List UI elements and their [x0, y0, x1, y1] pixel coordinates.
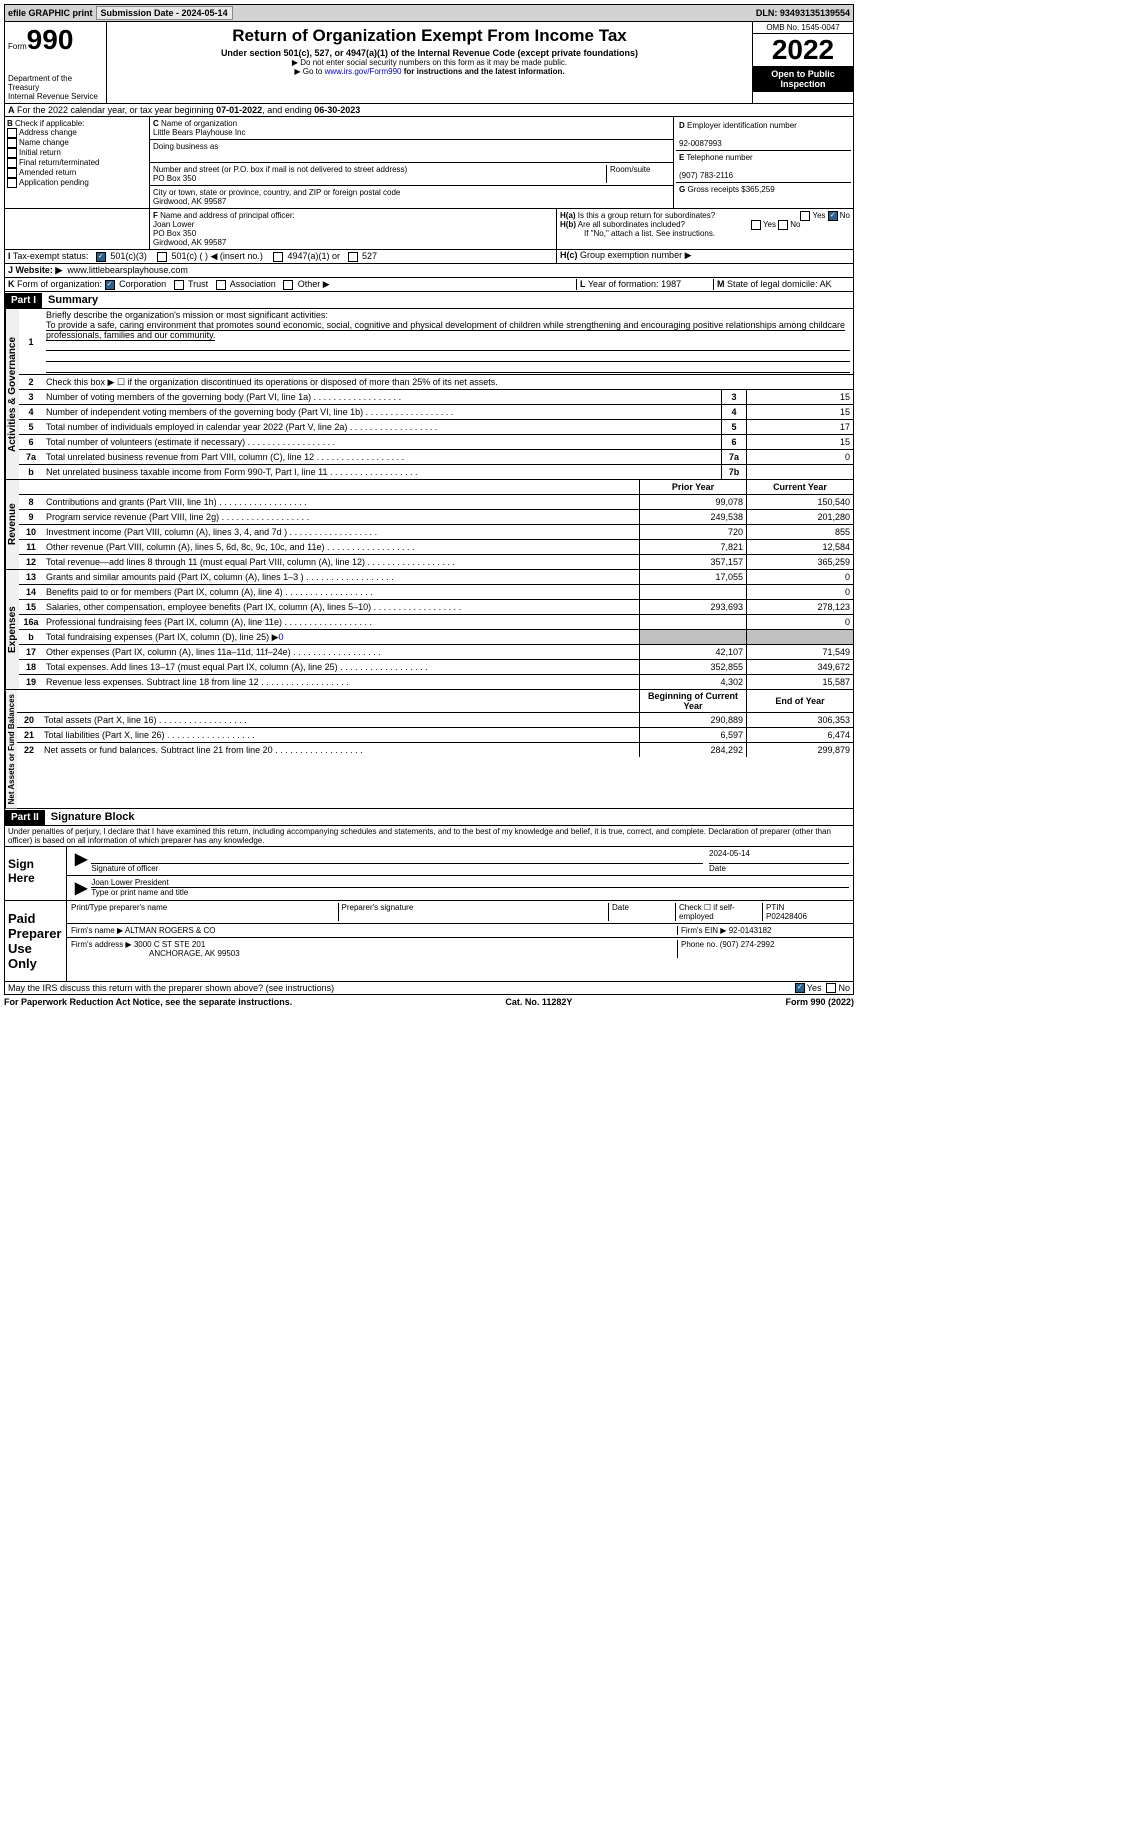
period-row: A For the 2022 calendar year, or tax yea…	[4, 104, 854, 117]
tax-year: 2022	[753, 34, 853, 66]
no-check	[828, 211, 838, 221]
note-ssn: ▶ Do not enter social security numbers o…	[109, 58, 750, 67]
org-city: Girdwood, AK 99587	[153, 197, 226, 206]
vtab-expenses: Expenses	[5, 570, 19, 689]
part1-header: Part ISummary	[4, 292, 854, 309]
activities-table: Activities & Governance 1Briefly describ…	[4, 309, 854, 480]
omb: OMB No. 1545-0047	[753, 22, 853, 34]
note-link: ▶ Go to www.irs.gov/Form990 for instruct…	[109, 67, 750, 76]
efile-label: efile GRAPHIC print	[8, 8, 93, 18]
form-subtitle: Under section 501(c), 527, or 4947(a)(1)…	[109, 48, 750, 58]
footer: For Paperwork Reduction Act Notice, see …	[4, 995, 854, 1009]
org-name: Little Bears Playhouse Inc	[153, 128, 246, 137]
vtab-revenue: Revenue	[5, 480, 19, 569]
dept: Department of the Treasury	[8, 74, 103, 92]
tax-status-row: I Tax-exempt status: 501(c)(3) 501(c) ( …	[4, 250, 854, 264]
may-discuss: May the IRS discuss this return with the…	[4, 982, 854, 995]
top-bar: efile GRAPHIC print Submission Date - 20…	[4, 4, 854, 22]
paid-preparer: Paid Preparer Use Only Print/Type prepar…	[4, 901, 854, 982]
netassets-table: Net Assets or Fund Balances Beginning of…	[4, 690, 854, 809]
part2-header: Part IISignature Block	[4, 809, 854, 826]
website: www.littlebearsplayhouse.com	[67, 265, 188, 275]
ein: 92-0087993	[679, 139, 722, 148]
form-header: Form990 Department of the Treasury Inter…	[4, 22, 854, 104]
org-addr: PO Box 350	[153, 174, 196, 183]
irs-link[interactable]: www.irs.gov/Form990	[325, 67, 402, 76]
vtab-activities: Activities & Governance	[5, 309, 19, 479]
website-row: J Website: ▶ www.littlebearsplayhouse.co…	[4, 264, 854, 278]
form-word: Form	[8, 42, 27, 51]
revenue-table: Revenue Prior YearCurrent Year 8Contribu…	[4, 480, 854, 570]
gross: 365,259	[746, 185, 775, 194]
phone: (907) 783-2116	[679, 171, 733, 180]
submission-btn[interactable]: Submission Date - 2024-05-14	[96, 6, 233, 20]
corp-check	[105, 280, 115, 290]
dln: DLN: 93493135139554	[756, 8, 850, 18]
mission: To provide a safe, caring environment th…	[46, 320, 845, 341]
declaration: Under penalties of perjury, I declare th…	[4, 826, 854, 847]
entity-section: B Check if applicable: Address change Na…	[4, 117, 854, 209]
officer-section: F Name and address of principal officer:…	[4, 209, 854, 250]
sign-here: Sign Here ▶Signature of officer2024-05-1…	[4, 847, 854, 901]
form-org-row: K Form of organization: Corporation Trus…	[4, 278, 854, 292]
expenses-table: Expenses 13Grants and similar amounts pa…	[4, 570, 854, 690]
yes-check	[795, 983, 805, 993]
501c3-check	[96, 252, 106, 262]
form-number: 990	[27, 24, 74, 55]
col-b: B Check if applicable: Address change Na…	[5, 117, 150, 208]
open-public: Open to Public Inspection	[753, 66, 853, 92]
irs: Internal Revenue Service	[8, 92, 103, 101]
form-title: Return of Organization Exempt From Incom…	[109, 26, 750, 46]
vtab-net: Net Assets or Fund Balances	[5, 690, 17, 808]
